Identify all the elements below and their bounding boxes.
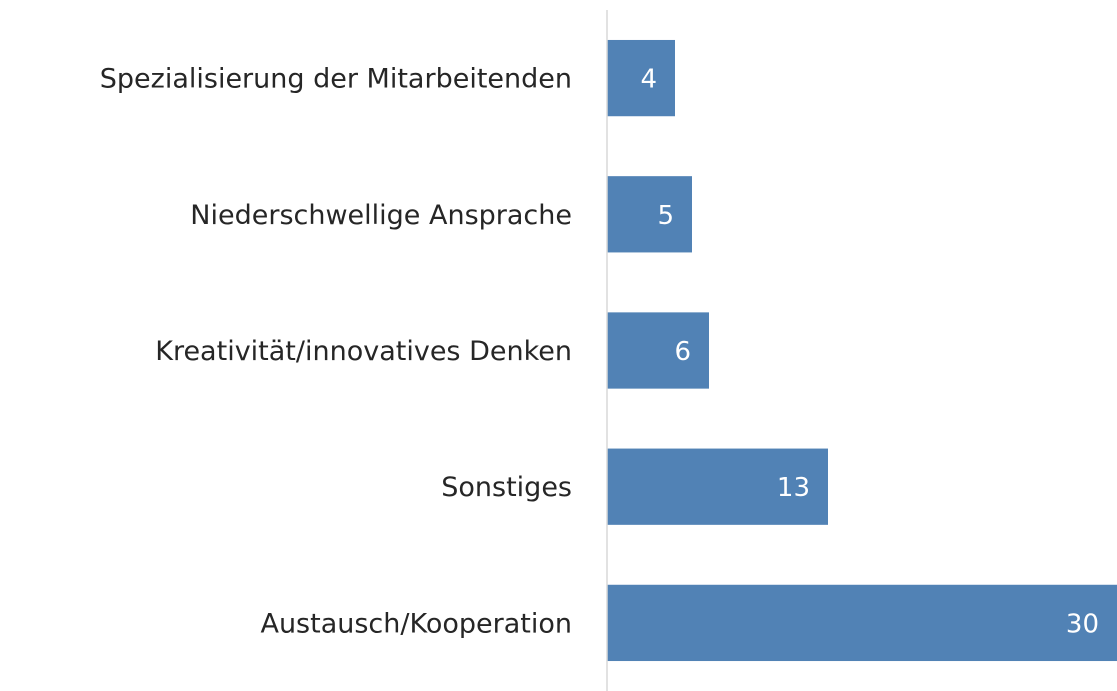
y-tick-label: Spezialisierung der Mitarbeitenden bbox=[100, 64, 572, 95]
y-tick-label: Kreativität/innovatives Denken bbox=[155, 336, 572, 367]
y-tick-label: Niederschwellige Ansprache bbox=[190, 200, 572, 231]
bar bbox=[607, 176, 692, 253]
value-label: 30 bbox=[1066, 609, 1099, 639]
value-label: 13 bbox=[777, 473, 810, 503]
value-label: 6 bbox=[674, 337, 691, 367]
value-label: 4 bbox=[640, 65, 657, 95]
y-tick-label: Austausch/Kooperation bbox=[260, 608, 572, 639]
bar bbox=[607, 312, 709, 389]
bar bbox=[607, 584, 1117, 662]
y-tick-label: Sonstiges bbox=[441, 472, 572, 503]
value-label: 5 bbox=[657, 201, 674, 231]
bar bbox=[607, 39, 675, 117]
bar bbox=[607, 448, 828, 525]
